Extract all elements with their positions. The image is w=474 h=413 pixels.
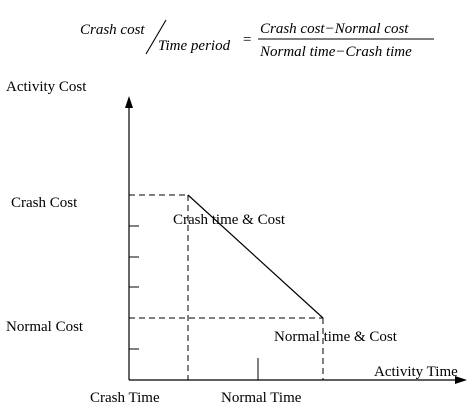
- x-tick-label-crash-time: Crash Time: [90, 390, 160, 406]
- reference-lines: [129, 194, 324, 380]
- y-axis-title: Activity Cost: [6, 79, 87, 95]
- crash-cost-formula: Crash cost Time period = Crash cost−Norm…: [80, 19, 434, 60]
- formula-lhs-denominator: Time period: [158, 38, 231, 54]
- labels: Activity Cost Activity Time Crash Cost N…: [6, 79, 458, 406]
- normal-point-label: Normal time & Cost: [274, 329, 398, 345]
- y-tick-label-normal-cost: Normal Cost: [6, 319, 84, 335]
- formula-equals-sign: =: [242, 32, 252, 48]
- x-axis-arrowhead: [455, 376, 467, 384]
- formula-lhs-numerator: Crash cost: [80, 22, 145, 38]
- formula-rhs-numerator: Crash cost−Normal cost: [260, 21, 409, 37]
- y-axis-arrowhead: [125, 96, 133, 108]
- axes: [125, 96, 467, 384]
- formula-rhs-denominator: Normal time−Crash time: [259, 44, 412, 60]
- x-tick-label-normal-time: Normal Time: [221, 390, 302, 406]
- x-axis-title: Activity Time: [374, 364, 458, 380]
- y-tick-label-crash-cost: Crash Cost: [11, 195, 78, 211]
- cost-slope-line: [187, 194, 324, 319]
- formula-slash: [145, 19, 167, 55]
- crash-point-label: Crash time & Cost: [173, 212, 286, 228]
